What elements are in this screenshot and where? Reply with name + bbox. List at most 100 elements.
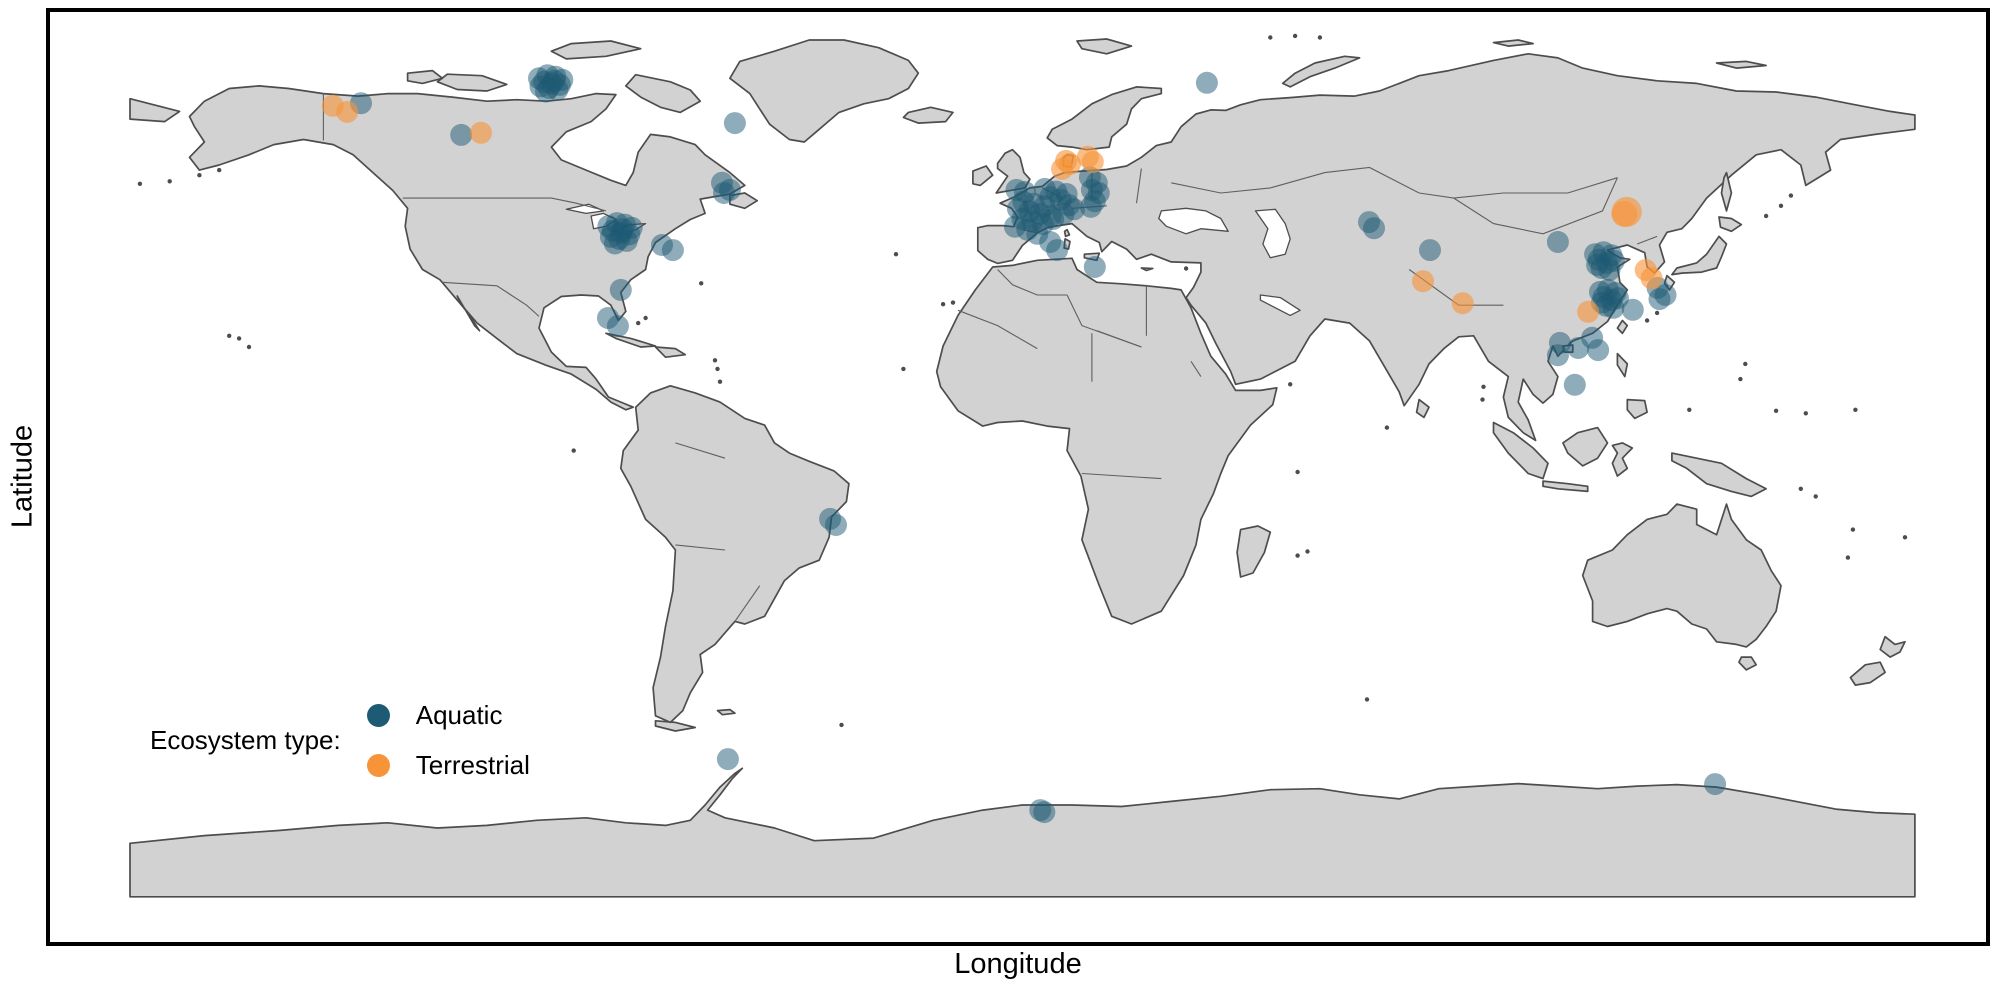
- legend: Ecosystem type: Aquatic Terrestrial: [150, 700, 530, 781]
- data-point-aquatic: [1063, 198, 1085, 221]
- small-island: [1687, 407, 1692, 412]
- small-island: [1853, 407, 1858, 412]
- sea-polygon: [1254, 208, 1291, 259]
- land-polygon: [1492, 39, 1534, 47]
- data-point-terrestrial: [1611, 200, 1638, 227]
- small-island: [1295, 553, 1300, 558]
- data-point-aquatic: [716, 748, 739, 771]
- small-island: [167, 179, 172, 184]
- country-border: [1171, 166, 1618, 199]
- small-island: [1305, 549, 1310, 554]
- country-border: [997, 269, 1068, 296]
- legend-title: Ecosystem type:: [150, 725, 341, 755]
- legend-label-terrestrial: Terrestrial: [415, 750, 530, 780]
- small-island: [1384, 425, 1390, 430]
- small-island: [246, 344, 252, 350]
- small-island: [950, 300, 956, 305]
- country-border: [1135, 168, 1142, 204]
- data-point-terrestrial: [336, 100, 359, 123]
- small-island: [1803, 411, 1809, 416]
- small-island: [197, 173, 202, 178]
- land-polygon: [1715, 60, 1767, 69]
- land-polygon: [1616, 319, 1629, 335]
- country-border: [675, 544, 726, 551]
- small-island: [1798, 486, 1804, 491]
- country-border: [1066, 294, 1142, 348]
- small-island: [1292, 33, 1298, 39]
- country-border: [442, 281, 540, 317]
- land-polygon: [188, 85, 746, 411]
- data-point-aquatic: [1195, 71, 1218, 94]
- data-point-aquatic: [713, 182, 735, 204]
- small-island: [1480, 397, 1485, 402]
- land-polygon: [1236, 525, 1272, 578]
- legend-items: Aquatic Terrestrial: [366, 700, 530, 781]
- small-island: [236, 336, 242, 341]
- data-point-terrestrial: [1451, 292, 1474, 315]
- land-polygon: [1738, 656, 1758, 671]
- data-point-aquatic: [1704, 773, 1727, 796]
- small-island: [901, 366, 906, 372]
- small-island: [715, 366, 720, 372]
- land-polygon: [1718, 216, 1743, 233]
- data-point-aquatic: [1079, 195, 1102, 218]
- land-polygon: [1542, 480, 1589, 493]
- terrestrial-swatch-icon: [366, 754, 390, 777]
- land-polygon: [406, 69, 444, 85]
- data-point-aquatic: [609, 278, 632, 301]
- small-island: [1845, 555, 1851, 560]
- data-point-terrestrial: [1640, 267, 1663, 290]
- sea-polygon: [1259, 294, 1301, 317]
- land-polygon: [1281, 55, 1361, 88]
- data-point-terrestrial: [1081, 150, 1104, 173]
- data-point-aquatic: [1586, 253, 1609, 276]
- country-border: [1637, 235, 1658, 245]
- data-point-aquatic: [1546, 231, 1569, 253]
- small-island: [1788, 193, 1794, 198]
- small-island: [1295, 469, 1300, 475]
- small-island: [717, 379, 723, 384]
- land-polygon: [716, 708, 736, 716]
- country-border: [551, 197, 607, 212]
- small-island: [940, 302, 946, 307]
- data-point-terrestrial: [1412, 270, 1434, 293]
- small-island: [1773, 408, 1779, 413]
- land-polygon: [1046, 86, 1163, 151]
- land-polygon: [976, 52, 1916, 442]
- data-point-aquatic: [1621, 298, 1644, 321]
- small-island: [1743, 361, 1748, 367]
- land-polygon: [1562, 426, 1609, 467]
- small-island: [1902, 535, 1908, 540]
- world-map: [129, 33, 1916, 898]
- data-point-aquatic: [1563, 373, 1586, 396]
- small-island: [571, 448, 576, 453]
- small-island: [1644, 318, 1650, 323]
- data-point-aquatic: [1083, 256, 1106, 278]
- small-island: [699, 281, 704, 286]
- small-island: [1364, 697, 1370, 702]
- small-island: [1481, 384, 1486, 389]
- data-point-aquatic: [543, 69, 566, 92]
- country-border: [675, 442, 726, 459]
- land-polygon: [624, 73, 702, 114]
- land-polygon: [1063, 228, 1071, 238]
- data-point-terrestrial: [1059, 152, 1081, 175]
- land-polygon: [1415, 398, 1430, 419]
- small-island: [712, 358, 718, 363]
- land-polygon: [1626, 398, 1648, 420]
- small-island: [1778, 203, 1784, 208]
- small-island: [137, 181, 143, 186]
- land-polygon: [1140, 267, 1154, 272]
- data-point-aquatic: [611, 218, 634, 241]
- land-polygon: [436, 73, 508, 92]
- small-island: [217, 167, 222, 173]
- land-polygon: [654, 346, 687, 359]
- y-axis-label: Latitude: [6, 424, 39, 529]
- land-polygon: [456, 295, 481, 332]
- data-point-aquatic: [1363, 217, 1385, 240]
- x-axis-label: Longitude: [954, 948, 1082, 980]
- legend-item-aquatic: Aquatic: [366, 700, 530, 731]
- data-point-aquatic: [1587, 339, 1610, 362]
- country-border: [1081, 472, 1162, 480]
